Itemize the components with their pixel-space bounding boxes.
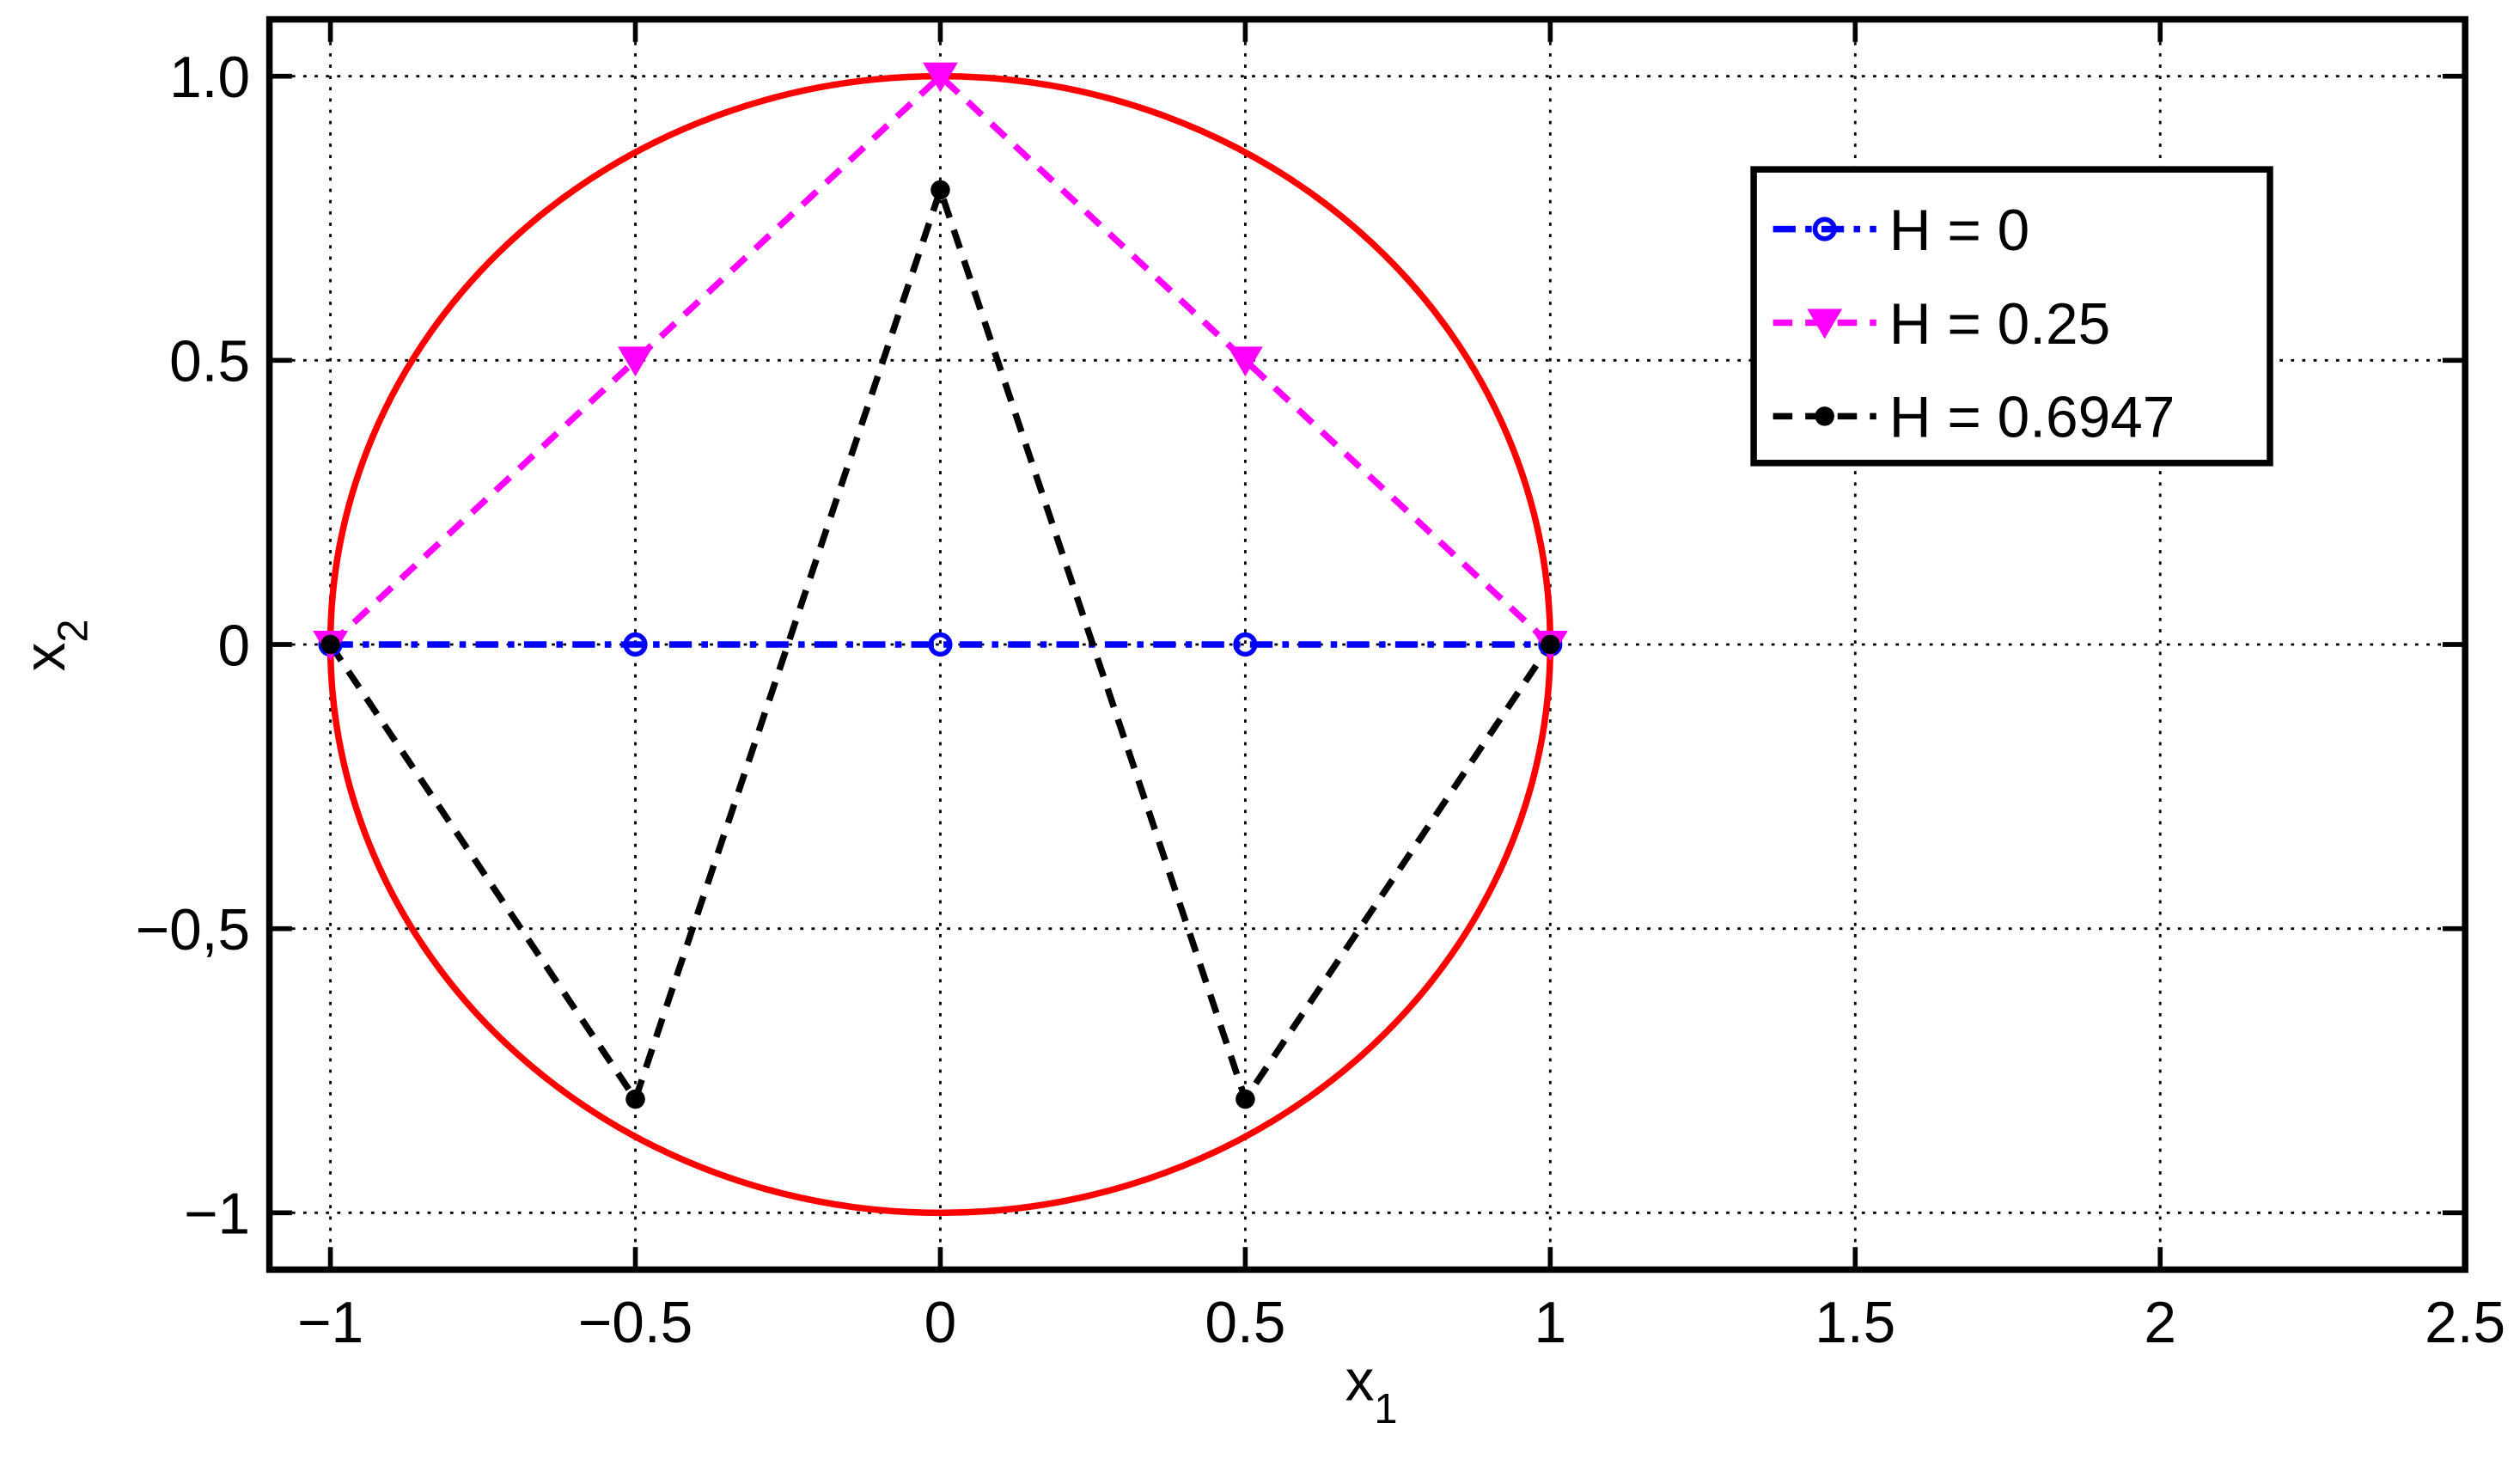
x-tick-label: 2 — [2144, 1291, 2176, 1355]
legend-marker — [1812, 217, 1837, 241]
marker — [1227, 346, 1263, 377]
marker — [1236, 1089, 1255, 1109]
y-tick-label: 1.0 — [169, 46, 250, 110]
x-tick-label: −1 — [297, 1291, 363, 1355]
legend-label: H = 0.25 — [1889, 292, 2110, 357]
y-tick-label: 0.5 — [169, 330, 250, 394]
x-tick-label: 0.5 — [1205, 1291, 1285, 1355]
x-tick-label: 1.5 — [1815, 1291, 1895, 1355]
x-tick-label: 2.5 — [2425, 1291, 2505, 1355]
x-label-main: x — [1345, 1349, 1375, 1414]
y-label-sub: 2 — [50, 619, 96, 642]
series-line — [327, 180, 1553, 1107]
marker — [320, 634, 340, 655]
marker — [1233, 632, 1258, 657]
marker — [931, 180, 950, 200]
series-line — [328, 71, 1553, 647]
y-tick-label: 0 — [217, 614, 250, 678]
legend-label: H = 0 — [1889, 199, 2029, 263]
y-axis-label: x2 — [13, 619, 96, 671]
x-axis-label: x1 — [1345, 1349, 1398, 1433]
y-label-main: x — [13, 642, 77, 671]
x-tick-label: 0 — [924, 1291, 957, 1355]
x-tick-label: 1 — [1535, 1291, 1567, 1355]
legend-marker — [1807, 308, 1843, 339]
marker — [928, 632, 953, 657]
marker — [1541, 634, 1560, 655]
marker — [623, 632, 648, 657]
x-label-sub: 1 — [1374, 1386, 1397, 1433]
marker — [618, 346, 653, 377]
legend-marker — [1815, 406, 1834, 426]
marker — [923, 62, 958, 93]
marker — [625, 1089, 645, 1109]
x-tick-label: −0.5 — [578, 1291, 693, 1355]
legend-label: H = 0.6947 — [1889, 386, 2175, 450]
y-tick-label: −1 — [184, 1182, 250, 1247]
y-tick-label: −0,5 — [136, 898, 250, 962]
